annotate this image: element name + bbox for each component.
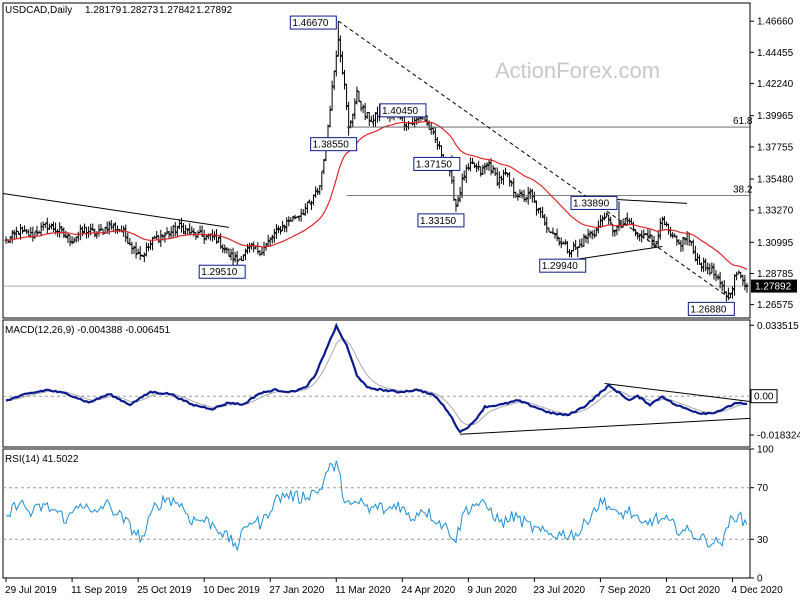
price-frame <box>2 2 751 319</box>
macd-current-box <box>750 389 778 404</box>
x-tick-label: 11 Mar 2020 <box>335 585 391 596</box>
x-tick-label: 10 Dec 2019 <box>203 585 260 596</box>
x-tick-label: 27 Jan 2020 <box>269 585 324 596</box>
price-label: 1.38550 <box>313 140 350 151</box>
price-y-tick-label: 1.33270 <box>757 206 794 217</box>
macd-title: MACD(12,26,9) -0.004388 -0.006451 <box>5 325 171 336</box>
price-label-box <box>687 301 735 316</box>
price-y-tick-label: 1.30995 <box>757 238 794 249</box>
price-label-box <box>379 103 427 118</box>
macd-support-trendline <box>460 417 751 435</box>
x-tick-label: 21 Oct 2020 <box>665 585 720 596</box>
price-y-tick-label: 1.28785 <box>757 269 794 280</box>
rsi-y-tick-label: 0 <box>757 574 763 585</box>
grid-lines <box>3 285 750 540</box>
price-y-tick-label: 1.44455 <box>757 48 794 59</box>
watermark: ActionForex.com <box>495 58 660 83</box>
x-tick-label: 9 Jun 2020 <box>467 585 517 596</box>
macd-current-label: 0.00 <box>754 392 774 403</box>
price-y-tick-label: 1.26575 <box>757 300 794 311</box>
price-label: 1.37150 <box>416 159 453 170</box>
price-label-box <box>198 264 246 279</box>
price-header-close: 1.27892 <box>196 5 233 16</box>
price-label: 1.29940 <box>542 261 579 272</box>
resistance-trendline <box>610 198 688 204</box>
price-label-box <box>289 15 337 30</box>
x-tick-label: 4 Dec 2020 <box>732 585 784 596</box>
x-tick-label: 29 Jul 2019 <box>5 585 57 596</box>
price-y-tick-label: 1.39965 <box>757 111 794 122</box>
macd-line <box>5 322 747 434</box>
rsi-title: RSI(14) 41.5022 <box>5 454 79 465</box>
price-label-box <box>413 156 461 171</box>
fib-level-label: 61.8 <box>733 116 753 127</box>
moving-average-line <box>5 120 748 270</box>
price-header-open: 1.28179 <box>85 5 122 16</box>
panel-frames <box>2 2 751 579</box>
rsi-panel <box>5 460 748 552</box>
macd-resistance-trendline <box>604 383 751 402</box>
x-tick-label: 23 Jul 2020 <box>533 585 585 596</box>
price-label: 1.26880 <box>690 304 727 315</box>
trendline-2019 <box>2 193 230 228</box>
x-tick-label: 7 Sep 2020 <box>599 585 651 596</box>
downtrend-dashed-line <box>338 20 731 300</box>
price-label-box <box>539 258 587 273</box>
price-label: 1.29510 <box>201 267 238 278</box>
macd-y-tick-label: -0.018324 <box>757 430 800 441</box>
price-label: 1.46670 <box>292 18 329 29</box>
axes: 1.46660 1.44455 1.42240 1.39965 1.37755 1.354… <box>5 17 800 596</box>
price-label: 1.40450 <box>382 106 419 117</box>
price-label: 1.33150 <box>420 216 457 227</box>
price-label-box <box>310 137 358 152</box>
current-price-box <box>751 279 797 293</box>
macd-signal-line <box>5 338 748 426</box>
rsi-y-tick-label: 30 <box>757 535 769 546</box>
price-panel: 61.8 38.2 1.46670 1.40450 1.38550 1.37150 1.33… <box>2 15 753 316</box>
price-label: 1.33890 <box>573 198 610 209</box>
price-y-tick-label: 1.46660 <box>757 17 794 28</box>
rsi-frame <box>2 448 751 579</box>
rsi-y-tick-label: 70 <box>757 483 769 494</box>
price-header-low: 1.27842 <box>159 5 196 16</box>
x-tick-label: 25 Oct 2019 <box>137 585 192 596</box>
rsi-line <box>5 460 748 552</box>
rsi-y-tick-label: 100 <box>757 445 774 456</box>
price-label-box <box>417 213 465 228</box>
x-tick-label: 11 Sep 2019 <box>71 585 127 596</box>
x-tick-label: 24 Apr 2020 <box>401 585 455 596</box>
price-label-box <box>570 195 618 210</box>
price-header-symbol: USDCAD,Daily <box>5 5 72 16</box>
macd-y-tick-label: 0.033515 <box>757 321 799 332</box>
fib-level-label: 38.2 <box>733 185 753 196</box>
macd-panel <box>5 322 751 435</box>
price-header-high: 1.28273 <box>122 5 159 16</box>
price-y-tick-label: 1.35480 <box>757 174 794 185</box>
price-y-tick-label: 1.37755 <box>757 142 794 153</box>
price-y-tick-label: 1.42240 <box>757 79 794 90</box>
support-trendline <box>577 245 663 260</box>
current-price-label: 1.27892 <box>755 282 792 293</box>
